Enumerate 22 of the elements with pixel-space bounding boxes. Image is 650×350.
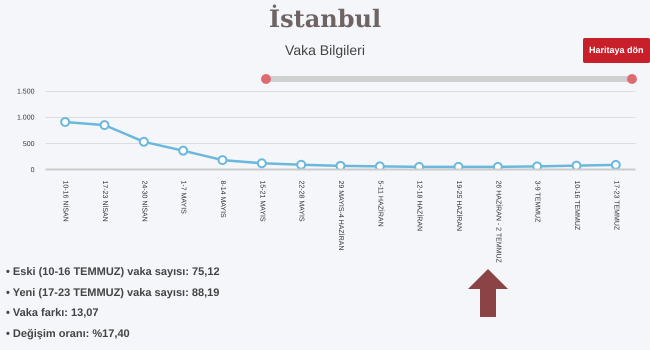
point	[610, 160, 621, 170]
text: • Vaka farkı: 13,07	[6, 306, 100, 322]
text: • Yeni (17-23 TEMMUZ) vaka sayısı: 88,19	[6, 286, 220, 301]
point	[256, 158, 267, 168]
text: Haritaya dön	[583, 38, 650, 63]
chart-subtitle: Vaka Bilgileri	[285, 42, 365, 58]
point	[138, 136, 149, 147]
point	[414, 162, 424, 170]
point	[336, 160, 346, 170]
point	[492, 162, 503, 170]
point	[100, 120, 110, 130]
text: • Eski (10-16 TEMMUZ) vaka sayısı: 75,12	[6, 265, 220, 280]
point	[178, 146, 188, 156]
point	[374, 161, 385, 170]
point	[296, 160, 306, 170]
point	[454, 162, 464, 170]
point	[60, 116, 70, 127]
point	[572, 160, 582, 170]
point	[532, 161, 542, 170]
text: • Değişim oranı: %17,40	[6, 327, 131, 342]
chart-title: İstanbul	[268, 3, 382, 35]
point	[218, 155, 228, 166]
